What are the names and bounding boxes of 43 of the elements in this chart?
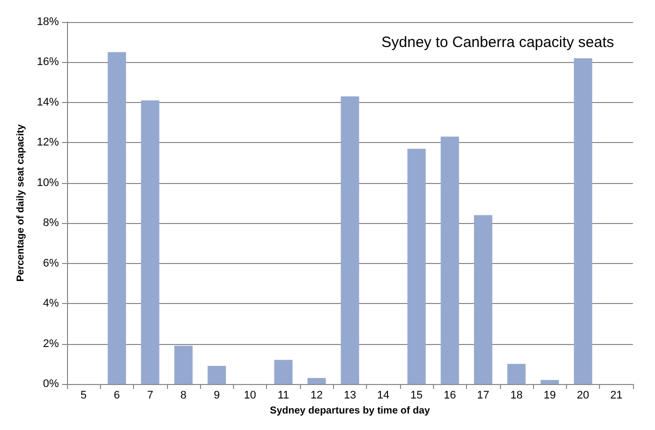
x-tick-label: 17	[477, 390, 490, 402]
y-axis-title: Percentage of daily seat capacity	[16, 124, 26, 282]
x-tick-label: 11	[278, 390, 290, 402]
x-tick-label: 20	[576, 390, 590, 402]
y-tick-label: 2%	[43, 338, 60, 350]
y-tick-label: 6%	[43, 257, 60, 270]
bar	[540, 380, 559, 384]
bar	[274, 360, 293, 384]
bar	[308, 378, 326, 384]
y-tick-label: 4%	[43, 298, 60, 310]
x-tick-label: 8	[180, 390, 187, 402]
x-tick-label: 21	[610, 390, 622, 402]
x-tick-label: 16	[444, 390, 456, 402]
bar	[208, 366, 226, 384]
x-tick-label: 14	[377, 390, 390, 402]
bar	[440, 136, 460, 384]
bar	[407, 148, 426, 384]
y-tick-label: 18%	[36, 16, 60, 28]
x-axis-title: Sydney departures by time of day	[270, 406, 430, 416]
y-tick-label: 8%	[43, 217, 60, 230]
y-tick-label: 0%	[43, 378, 60, 390]
x-tick-label: 9	[214, 390, 220, 402]
x-tick-label: 12	[310, 390, 323, 402]
x-tick-label: 19	[544, 390, 556, 402]
text: Sydney to Canberra capacity seats	[381, 34, 614, 51]
x-tick-label: 13	[344, 390, 356, 402]
bar	[507, 364, 526, 384]
bar	[574, 58, 592, 384]
y-tick-label: 16%	[36, 56, 60, 68]
bar	[174, 346, 193, 384]
x-tick-label: 10	[244, 390, 256, 402]
bar	[340, 96, 360, 384]
y-tick-label: 10%	[36, 176, 60, 189]
bar	[474, 215, 492, 384]
bar	[141, 100, 160, 384]
y-tick-label: 14%	[36, 96, 60, 108]
bar	[108, 52, 126, 384]
x-tick-label: 15	[410, 390, 423, 402]
x-tick-label: 18	[510, 390, 523, 402]
x-tick-label: 7	[147, 390, 154, 402]
x-tick-label: 5	[80, 390, 87, 402]
y-tick-label: 12%	[36, 136, 60, 149]
x-tick-label: 6	[114, 390, 120, 402]
